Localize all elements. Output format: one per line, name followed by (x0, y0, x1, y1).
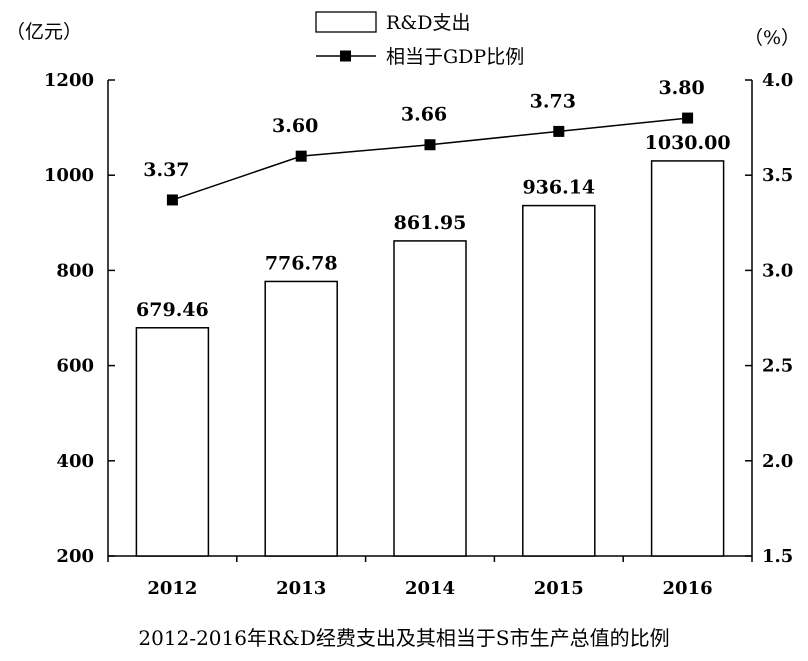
right-tick-label: 1.5 (762, 546, 793, 567)
legend-bar-label: R&D支出 (386, 12, 470, 34)
left-tick-label: 600 (56, 356, 94, 377)
ratio-value-label: 3.73 (530, 90, 576, 112)
ratio-point (295, 150, 307, 162)
ratio-line: 3.37 3.60 3.66 3.73 3.80 (143, 77, 705, 206)
left-tick-label: 1200 (44, 70, 94, 91)
right-tick-label: 3.5 (762, 165, 793, 186)
bar-value-label: 1030.00 (645, 132, 731, 154)
left-tick-label: 1000 (44, 165, 94, 186)
right-tick-label: 4.0 (762, 70, 793, 91)
bar (393, 240, 467, 557)
bar (522, 204, 596, 557)
chart-title: 2012-2016年R&D经费支出及其相当于S市生产总值的比例 (138, 626, 669, 650)
legend-line-label: 相当于GDP比例 (386, 46, 524, 68)
ratio-point (424, 139, 436, 151)
ratio-value-label: 3.37 (143, 159, 189, 181)
left-tick-label: 400 (56, 451, 94, 472)
bars: 679.46 776.78 861.95 936.14 1030.00 (135, 132, 731, 557)
left-tick-label: 800 (56, 260, 94, 281)
left-tick-label: 200 (56, 546, 94, 567)
ratio-point (553, 125, 565, 137)
bar (264, 280, 338, 557)
x-tick-label: 2016 (663, 578, 713, 599)
x-tick-label: 2014 (405, 578, 455, 599)
right-axis-unit: （%） (744, 27, 800, 49)
x-tick-label: 2012 (147, 578, 197, 599)
bar-value-label: 936.14 (522, 177, 595, 199)
right-tick-label: 3.0 (762, 260, 793, 281)
x-tick-label: 2013 (276, 578, 326, 599)
x-tick-label: 2015 (534, 578, 584, 599)
left-axis-unit: （亿元） (6, 21, 82, 43)
ratio-value-label: 3.80 (658, 77, 704, 99)
ratio-value-label: 3.60 (272, 115, 318, 137)
bar-value-label: 776.78 (265, 252, 338, 274)
ratio-value-label: 3.66 (401, 104, 447, 126)
bar-value-label: 861.95 (394, 212, 467, 234)
right-tick-label: 2.5 (762, 356, 793, 377)
bar (650, 160, 725, 557)
right-tick-label: 2.0 (762, 451, 793, 472)
legend-line-marker (340, 50, 351, 62)
ratio-point (682, 112, 694, 124)
bar (135, 327, 210, 557)
bar-value-label: 679.46 (136, 299, 209, 321)
ratio-line-path (172, 117, 688, 201)
axes: 200 400 600 800 1000 1200 1.5 2.0 2.5 3.0 3.5 4.0 20… (44, 70, 793, 599)
ratio-point (166, 194, 178, 206)
legend-bar-swatch (315, 11, 377, 33)
